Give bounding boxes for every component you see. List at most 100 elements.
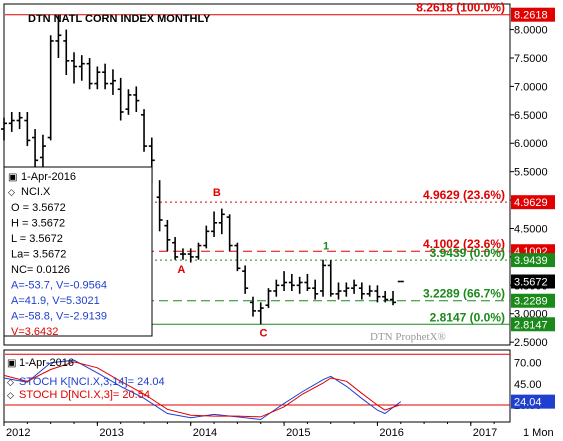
axis-value-box (511, 253, 555, 268)
ohlc-bar (249, 296, 256, 317)
y-tick-label: 4.5000 (514, 223, 548, 235)
fib-level-lines: 8.2618 (100.0%) 4.9629 (23.6%) 4.1002 (23.… (5, 1, 510, 325)
axis-value-label: 8.2618 (514, 10, 548, 22)
stoch-legend-date: 1-Apr-2016 (19, 357, 74, 369)
stoch-k-axis-box (511, 394, 555, 409)
chart-title: DTN NATL CORN INDEX MONTHLY (28, 13, 211, 25)
ohlc-bar (366, 285, 373, 297)
ohlc-bar (242, 265, 249, 294)
stoch-d-legend: STOCH D[NCI.X,3]= 20.54 (19, 389, 150, 401)
ohlc-bar (281, 271, 288, 292)
point-annotation: 1 (323, 241, 329, 253)
ohlc-bar (32, 129, 39, 172)
ohlc-bar (335, 282, 342, 300)
axis-value-box (511, 317, 555, 332)
info-box-frame (3, 166, 153, 337)
ohlc-bar (78, 55, 85, 81)
stoch-k-marker-icon: ◇ (7, 377, 14, 387)
fib-line-label: 4.1002 (23.6%) (423, 237, 505, 251)
ohlc-bar (312, 279, 319, 300)
axis-value-label: 3.9439 (514, 255, 548, 267)
ohlc-bar (125, 89, 132, 115)
y-tick-label: 7.5000 (514, 53, 548, 65)
axis-value-box (511, 274, 555, 289)
info-lines: O = 3.5672 H = 3.5672 L = 3.5672 La= 3.5672… (11, 202, 107, 338)
ohlc-bar (226, 214, 233, 252)
fib-line-label: 3.2289 (66.7%) (423, 287, 505, 301)
stoch-k-axis-label: 24.04 (514, 397, 542, 409)
info-symbol: NCI.X (21, 186, 51, 198)
ohlc-bar (156, 180, 163, 232)
y-tick-label: 7.0000 (514, 81, 548, 93)
point-annotation: C (260, 327, 268, 339)
ohlc-bar (133, 86, 140, 112)
ohlc-bar (179, 248, 186, 260)
ohlc-bar (16, 111, 23, 130)
ohlc-bar (288, 273, 295, 292)
stoch-k-legend: STOCH K[NCI.X,3,14]= 24.04 (19, 376, 165, 388)
axis-value-label: 4.9629 (514, 197, 548, 209)
ohlc-bar (47, 35, 54, 141)
ohlc-bar (8, 111, 15, 132)
ohlc-bar (296, 276, 303, 294)
fib-line-label: 2.8147 (0.0%) (430, 310, 505, 324)
stoch-d-marker-icon: ◇ (7, 390, 14, 400)
x-tick-label: 2016 (379, 427, 403, 439)
ohlc-bar (382, 291, 389, 303)
fib-line-label: 3.9439 (0.0%) (430, 246, 505, 260)
info-line: A=41.9, V=5.3021 (11, 295, 100, 307)
axis-value-box (511, 7, 555, 22)
ohlc-bar (327, 260, 334, 297)
fib-line-label: 4.9629 (23.6%) (423, 188, 505, 202)
info-box: ▣ 1-Apr-2016 ◇ NCI.X O = 3.5672 H = 3.567… (3, 166, 153, 338)
stoch-date-icon: ▣ (7, 358, 16, 369)
info-date-icon: ▣ (8, 172, 17, 183)
stochastic-lines (3, 353, 510, 421)
ohlc-bar (304, 273, 311, 292)
ohlc-bar (273, 279, 280, 297)
stoch-y-tick-label: 45.00 (514, 379, 542, 391)
axis-value-label: 3.5672 (514, 277, 548, 289)
ohlc-bar (109, 69, 116, 95)
info-line: NC= 0.0126 (11, 264, 70, 276)
ohlc-bar (257, 302, 264, 325)
y-tick-label: 8.0000 (514, 25, 548, 37)
x-tick-label: 2013 (99, 427, 123, 439)
watermark: DTN ProphetX® (370, 331, 446, 343)
axis-value-label: 2.8147 (514, 319, 548, 331)
stoch-d-line (3, 361, 401, 418)
axis-value-label: 3.2289 (514, 296, 548, 308)
ohlc-bar (164, 219, 171, 252)
ohlc-bar (71, 52, 78, 84)
info-line: A=-53.7, V=-0.9564 (11, 280, 107, 292)
ohlc-bar (55, 14, 62, 58)
ohlc-bar (234, 242, 241, 272)
ohlc-bar (187, 248, 194, 263)
axes: 2.50003.00003.50004.00004.50005.00005.50… (3, 7, 555, 439)
ohlc-bar (218, 208, 225, 235)
ohlc-bar (94, 66, 101, 90)
x-tick-label: 2017 (473, 427, 497, 439)
x-tick-label: 2014 (193, 427, 217, 439)
fib-line-label: 8.2618 (100.0%) (416, 1, 505, 15)
ohlc-bar (265, 288, 272, 309)
point-annotation: B (213, 187, 221, 199)
ohlc-bar (343, 282, 350, 297)
ohlc-bar (358, 282, 365, 300)
x-tick-label: 2015 (286, 427, 310, 439)
info-symbol-icon: ◇ (8, 187, 15, 197)
ohlc-bars (1, 14, 404, 325)
ohlc-bar (117, 77, 124, 121)
ohlc-bar (390, 291, 397, 306)
ohlc-bar (195, 242, 202, 260)
ohlc-bar (320, 259, 327, 297)
axis-value-box (511, 293, 555, 308)
stoch-legend: ▣ 1-Apr-2016 ◇ STOCH K[NCI.X,3,14]= 24.0… (7, 357, 165, 401)
axis-value-box (511, 195, 555, 210)
x-tick-label: 2012 (6, 427, 30, 439)
stoch-k-line (3, 359, 402, 421)
info-date: 1-Apr-2016 (21, 171, 76, 183)
ohlc-bar (203, 225, 210, 249)
point-annotation: A (177, 264, 185, 276)
